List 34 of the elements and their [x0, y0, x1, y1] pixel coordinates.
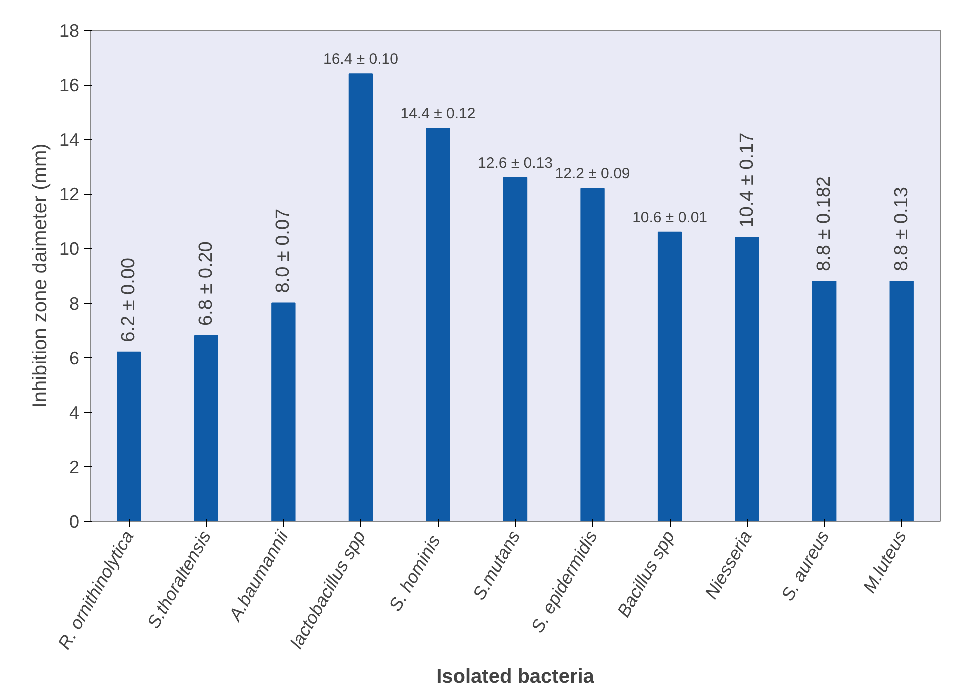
y-tick-label: 16	[59, 76, 80, 96]
data-label: 6.2 ± 0.00	[118, 258, 140, 342]
bar	[658, 232, 682, 522]
bar	[812, 280, 837, 522]
y-tick-label: 0	[69, 512, 80, 532]
data-label: 14.4 ± 0.12	[400, 106, 476, 123]
x-axis-title: Isolated bacteria	[436, 666, 596, 688]
data-label: 8.0 ± 0.07	[273, 208, 294, 294]
data-label: 8.8 ± 0.182	[814, 176, 836, 272]
bar	[272, 302, 296, 522]
bar	[426, 128, 450, 522]
bar	[348, 74, 374, 522]
y-tick-label: 18	[59, 21, 80, 41]
bar	[890, 280, 914, 522]
y-tick-label: 2	[69, 457, 80, 478]
y-tick-label: 12	[59, 184, 80, 205]
y-tick-label: 8	[69, 294, 80, 314]
bar	[194, 336, 218, 522]
y-tick-label: 14	[59, 130, 80, 150]
bar	[117, 352, 142, 522]
data-label: 10.6 ± 0.01	[632, 209, 708, 226]
y-axis-title: Inhibition zone daimeter (mm)	[29, 144, 52, 408]
data-label: 12.6 ± 0.13	[478, 154, 553, 172]
y-tick-label: 4	[69, 402, 80, 423]
bar	[503, 177, 528, 522]
data-label: 8.8 ± 0.13	[891, 187, 912, 272]
data-label: 10.4 ± 0.17	[736, 132, 758, 228]
data-label: 16.4 ± 0.10	[323, 51, 398, 68]
data-label: 6.8 ± 0.20	[196, 242, 217, 326]
y-tick-label: 6	[69, 348, 80, 368]
data-label: 12.2 ± 0.09	[555, 166, 630, 183]
y-tick-label: 10	[59, 239, 80, 260]
bar	[735, 237, 760, 522]
bar	[580, 188, 605, 522]
